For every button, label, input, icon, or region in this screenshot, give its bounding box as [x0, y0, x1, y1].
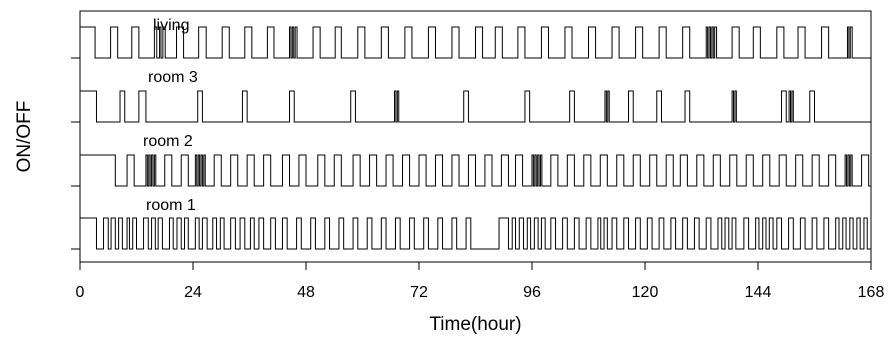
- y-ticks: [71, 57, 80, 250]
- x-tick-label: 72: [410, 284, 428, 301]
- series-trace-living: [80, 26, 871, 59]
- plot-frame: [79, 10, 872, 263]
- series-trace-room-3: [80, 90, 871, 123]
- series-label-living: living: [153, 17, 189, 34]
- x-tick-label: 48: [297, 284, 315, 301]
- series-trace-room-1: [80, 217, 871, 250]
- y-axis-title: ON/OFF: [14, 101, 35, 173]
- axes: [79, 10, 872, 263]
- x-tick-label: 0: [76, 284, 85, 301]
- x-tick-label: 24: [184, 284, 202, 301]
- x-tick-label: 96: [523, 284, 541, 301]
- x-tick-label: 120: [632, 284, 659, 301]
- series-label-room-3: room 3: [148, 69, 198, 86]
- traces: [80, 26, 871, 250]
- series-trace-room-2: [80, 154, 871, 187]
- x-tick-label: 144: [745, 284, 772, 301]
- series-label-room-1: room 1: [146, 197, 196, 214]
- series-label-room-2: room 2: [143, 133, 193, 150]
- x-tick-label: 168: [858, 284, 885, 301]
- x-ticks: 0 24 48 72 96 120 144 168: [76, 262, 885, 301]
- x-axis-title: Time(hour): [429, 314, 521, 335]
- series-labels: living room 3 room 2 room 1: [143, 17, 198, 214]
